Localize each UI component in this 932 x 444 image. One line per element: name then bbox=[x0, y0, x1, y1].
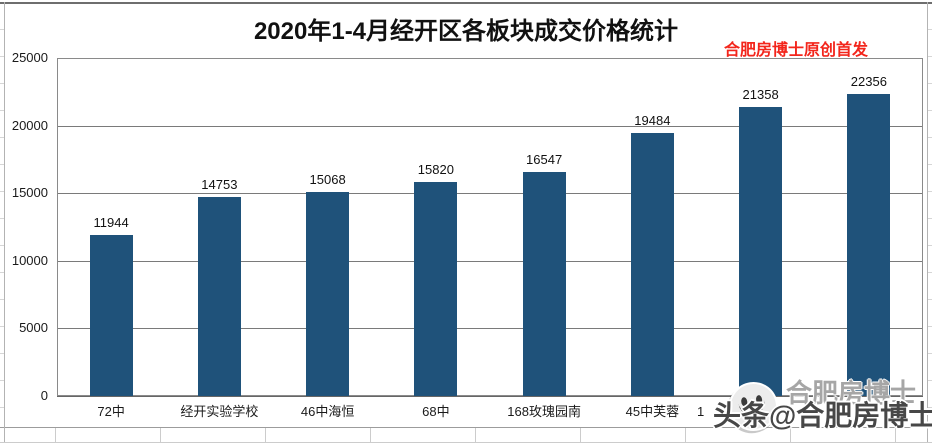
excel-row-tick-right bbox=[928, 380, 932, 381]
excel-row-tick-left bbox=[0, 272, 4, 273]
y-tick-label: 20000 bbox=[11, 117, 48, 133]
excel-row-tick-left bbox=[0, 191, 4, 192]
gridline bbox=[58, 260, 922, 262]
y-tick-label: 0 bbox=[40, 388, 48, 403]
excel-row-tick-left bbox=[0, 299, 4, 300]
bar-5 bbox=[522, 172, 566, 396]
y-tick-label: 15000 bbox=[11, 185, 48, 201]
excel-cell-separator bbox=[895, 428, 896, 442]
bar-value-label: 19484 bbox=[634, 112, 671, 128]
gridline bbox=[58, 125, 922, 127]
excel-row-tick-right bbox=[928, 110, 932, 111]
excel-row-line bbox=[0, 442, 932, 443]
excel-row-tick-left bbox=[0, 407, 4, 408]
excel-row-tick-left bbox=[0, 380, 4, 381]
bar-value-label: 15068 bbox=[309, 172, 346, 188]
window-top-edge bbox=[0, 2, 932, 4]
excel-row-tick-right bbox=[928, 191, 932, 192]
gridline bbox=[58, 193, 922, 195]
bar-value-label: 22356 bbox=[850, 73, 887, 89]
excel-cell-separator bbox=[160, 428, 161, 442]
excel-row-tick-right bbox=[928, 353, 932, 354]
excel-row-tick-right bbox=[928, 299, 932, 300]
x-category-label: 72中 bbox=[97, 404, 125, 419]
excel-row-tick-right bbox=[928, 218, 932, 219]
bar-4 bbox=[414, 182, 458, 396]
watermark-main-text: 头条@合肥房博士 bbox=[713, 400, 932, 431]
watermark-ghost-text: 合肥房博士 bbox=[786, 378, 917, 408]
excel-row-tick-left bbox=[0, 218, 4, 219]
excel-cell-separator bbox=[580, 428, 581, 442]
y-tick-label: 25000 bbox=[11, 50, 48, 65]
x-category-label: 经开实验学校 bbox=[180, 404, 259, 419]
x-category-label: 168玫瑰园南 bbox=[507, 404, 581, 419]
excel-row-tick-left bbox=[0, 83, 4, 84]
excel-row-tick-left bbox=[0, 137, 4, 138]
excel-row-tick-left bbox=[0, 110, 4, 111]
plot-area bbox=[57, 58, 923, 396]
bar-value-label: 11944 bbox=[93, 214, 129, 230]
bar-1 bbox=[89, 234, 133, 396]
bar-2 bbox=[197, 196, 241, 396]
excel-cell-separator bbox=[55, 428, 56, 442]
excel-row-tick-left bbox=[0, 353, 4, 354]
excel-cell-separator bbox=[790, 428, 791, 442]
excel-row-tick-right bbox=[928, 83, 932, 84]
excel-col-line-right bbox=[927, 2, 928, 442]
x-category-label: 68中 bbox=[422, 404, 450, 419]
chart-title: 2020年1-4月经开区各板块成交价格统计 bbox=[253, 18, 679, 45]
excel-row-tick-right bbox=[928, 164, 932, 165]
excel-row-tick-left bbox=[0, 29, 4, 30]
excel-row-tick-right bbox=[928, 245, 932, 246]
excel-cell-separator bbox=[370, 428, 371, 442]
excel-cell-separator bbox=[265, 428, 266, 442]
bar-value-label: 21358 bbox=[742, 87, 779, 103]
chart-bottom-border bbox=[0, 427, 932, 428]
x-category-label: 45中芙蓉 bbox=[625, 404, 680, 419]
excel-row-tick-left bbox=[0, 56, 4, 57]
excel-row-tick-left bbox=[0, 326, 4, 327]
bar-value-label: 15820 bbox=[417, 162, 454, 178]
bar-8 bbox=[847, 93, 891, 396]
bar-3 bbox=[306, 192, 350, 396]
y-tick-label: 5000 bbox=[19, 320, 48, 336]
bar-value-label: 16547 bbox=[526, 152, 563, 168]
x-category-label: 1 bbox=[697, 404, 705, 419]
x-axis-line bbox=[57, 396, 923, 397]
bar-6 bbox=[630, 132, 674, 396]
excel-col-line-left bbox=[4, 2, 5, 442]
gridline bbox=[58, 328, 922, 330]
credit-text: 合肥房博士原创首发 bbox=[723, 42, 868, 59]
bar-7 bbox=[739, 107, 783, 396]
excel-row-tick-right bbox=[928, 29, 932, 30]
excel-row-tick-left bbox=[0, 245, 4, 246]
excel-row-tick-right bbox=[928, 326, 932, 327]
excel-row-tick-right bbox=[928, 272, 932, 273]
bar-value-label: 14753 bbox=[201, 176, 238, 192]
excel-row-tick-right bbox=[928, 407, 932, 408]
x-category-label: 46中海恒 bbox=[300, 404, 355, 419]
excel-row-tick-right bbox=[928, 56, 932, 57]
excel-row-tick-right bbox=[928, 137, 932, 138]
excel-row-tick-left bbox=[0, 164, 4, 165]
excel-cell-separator bbox=[475, 428, 476, 442]
excel-cell-separator bbox=[685, 428, 686, 442]
y-tick-label: 10000 bbox=[11, 252, 48, 268]
